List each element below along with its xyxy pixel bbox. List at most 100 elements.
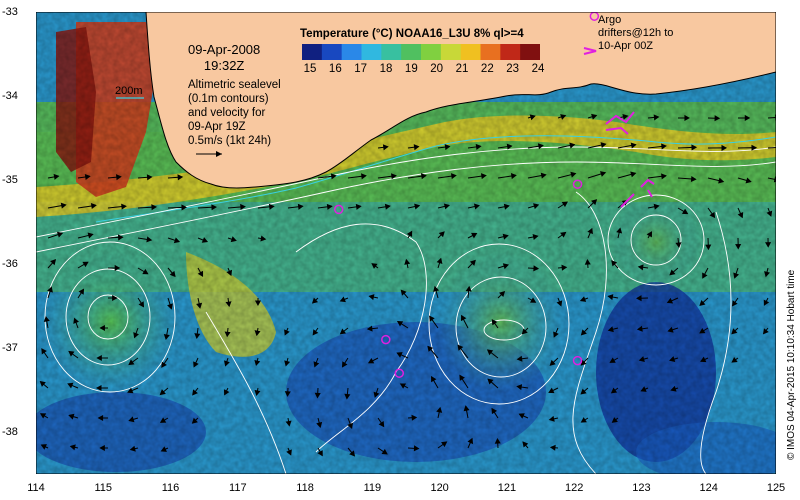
velocity-arrow-head bbox=[194, 333, 201, 340]
velocity-arrow-head bbox=[226, 269, 233, 277]
velocity-arrow-head bbox=[705, 244, 712, 251]
velocity-arrow-head bbox=[587, 227, 593, 235]
velocity-arrow-head bbox=[99, 324, 105, 332]
velocity-arrow-head bbox=[96, 354, 102, 362]
velocity-arrow-head bbox=[690, 175, 697, 183]
velocity-arrow-head bbox=[414, 203, 421, 210]
velocity-arrow-head bbox=[548, 387, 555, 394]
velocity-arrow-head bbox=[115, 174, 122, 181]
isobath-label: 200m bbox=[115, 85, 143, 97]
velocity-arrow-head bbox=[371, 263, 378, 269]
argo-legend-line: 10-Apr 00Z bbox=[598, 40, 654, 52]
velocity-arrow-head bbox=[718, 177, 725, 184]
velocity-arrow-head bbox=[129, 445, 136, 452]
velocity-arrow-head bbox=[159, 417, 167, 423]
velocity-arrow-head bbox=[580, 359, 587, 366]
velocity-arrow-head bbox=[399, 383, 407, 389]
velocity-arrow-head bbox=[133, 332, 139, 339]
velocity-arrow-head bbox=[737, 211, 744, 219]
velocity-arrow-head bbox=[529, 114, 536, 121]
velocity-arrow-head bbox=[609, 357, 616, 363]
y-tick-label: -35 bbox=[2, 174, 18, 186]
velocity-arrow-head bbox=[699, 327, 706, 334]
x-tick-label: 122 bbox=[564, 482, 584, 494]
argo-track bbox=[647, 189, 653, 198]
velocity-arrow-head bbox=[297, 203, 304, 210]
sst-map bbox=[36, 12, 776, 474]
velocity-arrow-head bbox=[160, 446, 167, 452]
velocity-arrow-head bbox=[197, 270, 204, 278]
x-tick-label: 120 bbox=[430, 482, 449, 494]
velocity-arrow-head bbox=[731, 300, 738, 307]
velocity-arrow-head bbox=[121, 203, 127, 210]
velocity-arrow-head bbox=[607, 294, 614, 301]
velocity-arrow-head bbox=[459, 374, 465, 381]
argo-float-marker bbox=[572, 179, 583, 189]
argo-float-marker bbox=[333, 204, 344, 215]
velocity-arrow-head bbox=[373, 391, 380, 398]
colorbar-tick-label: 21 bbox=[455, 63, 469, 75]
y-tick-label: -34 bbox=[2, 90, 18, 102]
argo-float-marker bbox=[394, 368, 405, 378]
legend-line: 0.5m/s (1kt 24h) bbox=[188, 135, 272, 147]
velocity-arrow-head bbox=[548, 415, 555, 422]
colorbar-segment bbox=[341, 44, 362, 60]
velocity-arrow-head bbox=[341, 361, 348, 368]
velocity-arrow-head bbox=[39, 380, 46, 387]
velocity-arrow-head bbox=[378, 420, 385, 428]
velocity-arrow-head bbox=[561, 201, 568, 208]
velocity-arrow-head bbox=[313, 361, 320, 368]
colorbar-segment bbox=[520, 44, 540, 60]
velocity-arrow-head bbox=[427, 345, 434, 352]
velocity-arrow-head bbox=[151, 204, 158, 211]
velocity-arrow-head bbox=[390, 173, 397, 180]
velocity-arrow-head bbox=[117, 234, 124, 241]
contour bbox=[607, 194, 705, 286]
contour bbox=[295, 223, 427, 453]
velocity-arrow-head bbox=[146, 174, 153, 181]
x-tick-label: 117 bbox=[229, 482, 247, 494]
velocity-arrow-head bbox=[413, 144, 420, 151]
velocity-arrow-head bbox=[714, 115, 721, 122]
velocity-arrow-head bbox=[47, 286, 53, 293]
velocity-arrow-head bbox=[616, 227, 623, 234]
velocity-arrow-head bbox=[518, 413, 525, 419]
velocity-arrow-head bbox=[733, 272, 740, 279]
argo-track bbox=[605, 111, 635, 125]
velocity-arrow-head bbox=[73, 317, 79, 324]
velocity-arrow-head bbox=[39, 413, 47, 419]
velocity-arrow-head bbox=[361, 173, 367, 180]
velocity-arrow-head bbox=[316, 421, 323, 429]
x-tick-label: 125 bbox=[766, 482, 786, 494]
velocity-arrow-head bbox=[438, 231, 445, 238]
velocity-arrow-head bbox=[326, 203, 333, 210]
velocity-arrow-head bbox=[611, 417, 618, 423]
velocity-arrow-head bbox=[224, 360, 230, 367]
legend-line: and velocity for bbox=[188, 107, 266, 119]
velocity-arrow-head bbox=[700, 356, 707, 363]
velocity-arrow-head bbox=[260, 235, 267, 242]
velocity-arrow-head bbox=[684, 114, 690, 122]
velocity-arrow-head bbox=[653, 203, 660, 210]
velocity-scale-arrow bbox=[196, 151, 222, 157]
velocity-arrow-head bbox=[675, 242, 682, 249]
argo-legend-chevron bbox=[583, 47, 597, 55]
velocity-arrow-head bbox=[661, 143, 667, 150]
velocity-arrow-head bbox=[330, 173, 337, 180]
velocity-arrow-head bbox=[570, 171, 577, 178]
colorbar-tick-label: 15 bbox=[303, 63, 317, 75]
velocity-arrow-head bbox=[584, 259, 591, 265]
velocity-arrow-head bbox=[433, 285, 440, 292]
velocity-arrow-head bbox=[193, 361, 199, 368]
velocity-arrow-head bbox=[599, 171, 607, 177]
argo-track bbox=[620, 193, 635, 208]
velocity-arrow-head bbox=[463, 405, 470, 412]
velocity-arrow-head bbox=[560, 114, 567, 120]
velocity-arrow-head bbox=[138, 301, 145, 308]
colorbar-segment bbox=[421, 44, 442, 60]
velocity-arrow-head bbox=[522, 441, 529, 448]
velocity-arrow-head bbox=[87, 232, 94, 239]
velocity-arrow-head bbox=[97, 414, 104, 422]
velocity-arrow-head bbox=[268, 203, 275, 210]
velocity-arrow-head bbox=[349, 450, 356, 457]
